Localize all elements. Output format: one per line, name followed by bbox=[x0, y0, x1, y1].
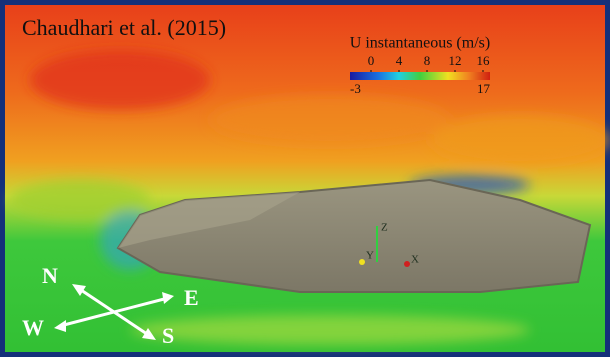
x-axis bbox=[404, 261, 410, 267]
compass-n: N bbox=[42, 263, 58, 288]
y-axis bbox=[359, 259, 365, 265]
y-label: Y bbox=[366, 250, 374, 262]
colorbar-tick-label: 0 bbox=[368, 53, 375, 68]
colorbar-range-label: -3 bbox=[350, 81, 361, 96]
citation: Chaudhari et al. (2015) bbox=[22, 15, 226, 40]
colorbar-tick-label: 4 bbox=[396, 53, 403, 68]
simulation-view: Z Y X Chaudhari et al. (2015) U instanta… bbox=[0, 0, 610, 357]
colorbar-tick-label: 8 bbox=[424, 53, 431, 68]
x-label: X bbox=[411, 254, 419, 266]
colorbar-range-label: 17 bbox=[477, 81, 491, 96]
colorbar-tick-label: 16 bbox=[477, 53, 491, 68]
compass-w: W bbox=[22, 315, 44, 340]
compass-e: E bbox=[184, 285, 199, 310]
compass-s: S bbox=[162, 323, 174, 348]
colorbar-tick-label: 12 bbox=[449, 53, 462, 68]
colorbar-label: U instantaneous (m/s) bbox=[350, 35, 490, 52]
z-label: Z bbox=[381, 222, 388, 234]
colorbar bbox=[350, 72, 490, 80]
